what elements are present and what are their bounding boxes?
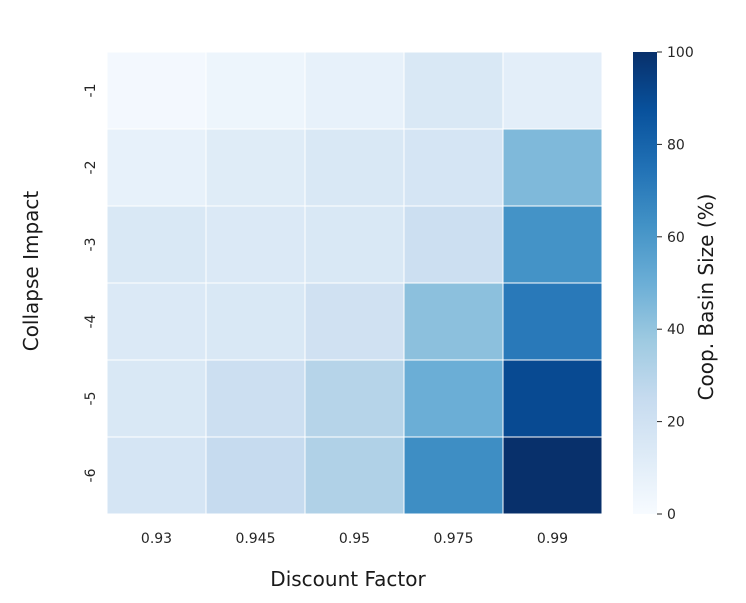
y-tick-label: -3 [83,238,99,252]
heatmap-cell [403,205,504,284]
heatmap-cell [403,128,504,207]
heatmap-cell [502,205,603,284]
colorbar-title: Coop. Basin Size (%) [694,194,718,401]
heatmap-cell [304,128,405,207]
heatmap-cell [205,51,306,130]
y-tick-label: -6 [83,468,99,482]
heatmap-cell [205,205,306,284]
heatmap-cell [106,436,207,515]
heatmap-cells [106,51,603,515]
heatmap-cell [205,436,306,515]
heatmap-cell [502,282,603,361]
heatmap-cell [502,128,603,207]
heatmap-cell [502,359,603,438]
colorbar-tick-label: 0 [667,507,676,523]
y-tick-label: -2 [83,161,99,175]
heatmap-cell [106,282,207,361]
heatmap-cell [502,51,603,130]
x-axis-ticks: 0.93 0.945 0.95 0.975 0.99 [141,531,568,547]
heatmap-cell [304,282,405,361]
colorbar [633,52,657,514]
heatmap-cell [502,436,603,515]
colorbar-tick-label: 40 [667,322,685,338]
x-tick-label: 0.95 [339,531,370,547]
heatmap-cell [403,436,504,515]
heatmap-cell [304,205,405,284]
heatmap-cell [304,359,405,438]
y-axis-title: Collapse Impact [19,191,43,352]
heatmap-cell [106,205,207,284]
x-tick-label: 0.975 [433,531,473,547]
heatmap-cell [205,359,306,438]
colorbar-tick-label: 100 [667,45,694,61]
heatmap-cell [106,128,207,207]
heatmap-cell [403,51,504,130]
x-tick-label: 0.99 [537,531,568,547]
y-axis-ticks: -1 -2 -3 -4 -5 -6 [83,84,99,483]
colorbar-tick-label: 80 [667,137,685,153]
x-axis-title: Discount Factor [270,567,426,591]
heatmap-cell [403,282,504,361]
y-tick-label: -4 [83,314,99,328]
heatmap-cell [403,359,504,438]
heatmap-cell [205,128,306,207]
colorbar-tick-label: 20 [667,415,685,431]
x-tick-label: 0.945 [235,531,275,547]
heatmap-cell [205,282,306,361]
y-tick-label: -5 [83,392,99,406]
x-tick-label: 0.93 [141,531,172,547]
heatmap-cell [106,359,207,438]
heatmap-cell [304,436,405,515]
colorbar-tick-label: 60 [667,230,685,246]
heatmap-cell [106,51,207,130]
colorbar-ticks: 0 20 40 60 80 100 [657,45,694,523]
y-tick-label: -1 [83,84,99,98]
heatmap-cell [304,51,405,130]
